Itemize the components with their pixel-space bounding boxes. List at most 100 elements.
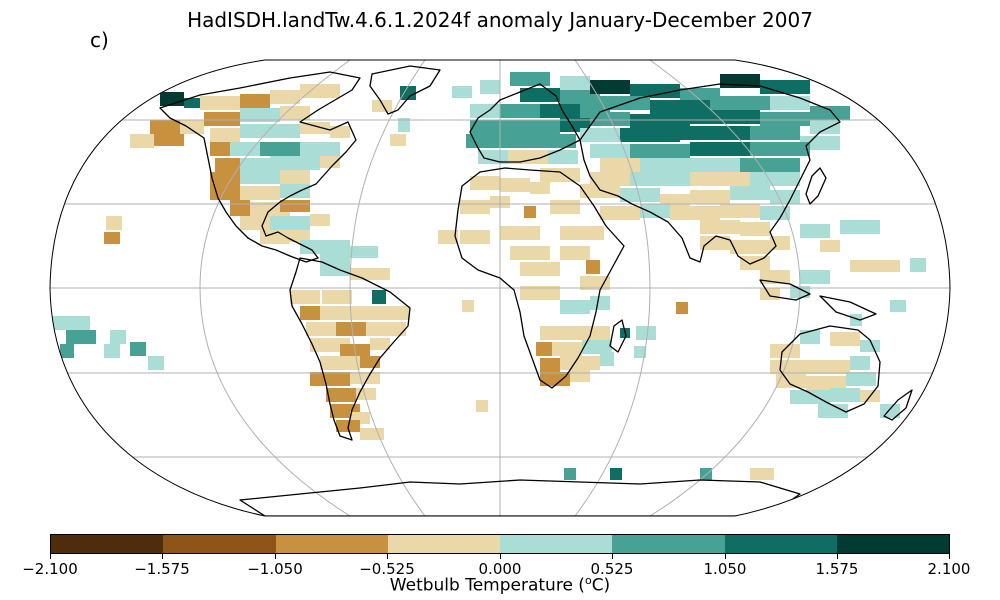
colorbar-tick xyxy=(50,554,51,559)
anomaly-grid-box xyxy=(910,258,926,272)
anomaly-grid-box xyxy=(552,342,582,356)
colorbar-tick xyxy=(500,554,501,559)
anomaly-grid-box xyxy=(630,114,690,128)
anomaly-grid-box xyxy=(330,126,350,138)
anomaly-grid-box xyxy=(586,260,600,274)
colorbar-tick xyxy=(949,554,950,559)
anomaly-grid-box xyxy=(560,226,590,240)
anomaly-grid-box xyxy=(620,128,680,142)
anomaly-grid-box xyxy=(700,220,740,234)
anomaly-grid-box xyxy=(580,326,610,340)
world-map xyxy=(49,59,951,517)
anomaly-grid-box xyxy=(476,400,488,412)
colorbar-tick xyxy=(612,554,613,559)
anomaly-grid-box xyxy=(500,178,530,192)
anomaly-grid-box xyxy=(104,344,120,358)
colorbar-bin-6 xyxy=(612,535,725,553)
colorbar-tick-label: 2.100 xyxy=(927,560,971,578)
anomaly-grid-box xyxy=(130,342,146,356)
anomaly-grid-box xyxy=(290,290,320,304)
anomaly-grid-box xyxy=(348,246,378,258)
anomaly-grid-box xyxy=(610,468,622,480)
anomaly-grid-box xyxy=(130,134,154,148)
anomaly-grid-box xyxy=(480,80,500,94)
anomaly-grid-box xyxy=(560,246,590,260)
anomaly-grid-box xyxy=(540,104,580,118)
anomaly-grid-box xyxy=(300,240,350,254)
anomaly-grid-box xyxy=(580,184,620,198)
anomaly-grid-box xyxy=(790,390,830,404)
anomaly-grid-box xyxy=(680,126,750,140)
globe-outline xyxy=(49,59,951,517)
anomaly-grid-box xyxy=(548,150,578,164)
anomaly-grid-box xyxy=(270,216,310,230)
colorbar-tick-label: −1.050 xyxy=(247,560,303,578)
anomaly-grid-box xyxy=(800,224,830,238)
anomaly-grid-box xyxy=(540,358,560,372)
anomaly-grid-box xyxy=(510,246,550,260)
colorbar-tick-label: 1.050 xyxy=(703,560,747,578)
anomaly-grid-box xyxy=(810,120,840,134)
colorbar-tick-label: −0.525 xyxy=(359,560,415,578)
anomaly-grid-box xyxy=(360,428,384,440)
anomaly-grid-box xyxy=(670,206,720,220)
anomaly-grid-box xyxy=(280,184,310,198)
anomaly-grid-box xyxy=(630,144,690,158)
anomaly-grid-box xyxy=(570,370,590,382)
anomaly-grid-box xyxy=(590,80,630,94)
anomaly-grid-box xyxy=(270,156,320,170)
colorbar-label: Wetbulb Temperature (oC) xyxy=(0,574,1000,596)
anomaly-grid-box xyxy=(110,330,126,344)
anomaly-grid-box xyxy=(290,230,310,242)
anomaly-grid-box xyxy=(300,306,320,320)
anomaly-grid-box xyxy=(310,372,350,386)
anomaly-grid-box xyxy=(350,372,380,384)
colorbar-tick xyxy=(837,554,838,559)
anomaly-grid-box xyxy=(800,330,820,344)
colorbar-bin-1 xyxy=(51,535,164,553)
anomaly-grid-box xyxy=(676,302,688,314)
anomaly-grid-box xyxy=(520,286,560,300)
colorbar-bin-5 xyxy=(500,535,613,553)
anomaly-grid-box xyxy=(300,84,340,98)
anomaly-grid-box xyxy=(524,206,536,218)
anomaly-grid-box xyxy=(320,156,340,168)
colorbar-bin-7 xyxy=(724,535,837,553)
anomaly-grid-box xyxy=(366,322,406,336)
anomaly-grid-box xyxy=(590,144,630,158)
anomaly-grid-box xyxy=(336,322,366,336)
anomaly-grid-box xyxy=(508,150,548,164)
colorbar-tick-label: 0.000 xyxy=(478,560,522,578)
anomaly-grid-box xyxy=(150,120,180,134)
panel-label: c) xyxy=(90,28,109,52)
anomaly-grid-box xyxy=(400,86,416,100)
anomaly-grid-box xyxy=(720,204,760,218)
anomaly-grid-box xyxy=(730,240,770,254)
anomaly-grid-box xyxy=(590,296,610,310)
anomaly-grid-box xyxy=(760,288,780,300)
anomaly-grid-box xyxy=(372,100,392,112)
anomaly-grid-box xyxy=(850,260,880,272)
colorbar-bin-4 xyxy=(387,535,500,553)
anomaly-grid-box xyxy=(740,158,800,172)
anomaly-grid-box xyxy=(830,388,860,402)
anomaly-grid-box xyxy=(690,172,750,186)
anomaly-grid-box xyxy=(210,142,230,156)
anomaly-grid-box xyxy=(66,330,96,344)
anomaly-grid-box xyxy=(370,338,390,350)
anomaly-grid-box xyxy=(240,186,280,200)
chart-title: HadISDH.landTw.4.6.1.2024f anomaly Janua… xyxy=(187,8,813,32)
colorbar-tick-label: 0.525 xyxy=(590,560,634,578)
anomaly-grid-box xyxy=(260,230,290,244)
colorbar-tick xyxy=(725,554,726,559)
anomaly-grid-box xyxy=(240,124,300,138)
colorbar-tick-label: −2.100 xyxy=(22,560,78,578)
anomaly-grid-box xyxy=(770,96,810,110)
anomaly-grid-box xyxy=(210,172,240,186)
anomaly-grid-box xyxy=(470,176,500,190)
anomaly-grid-box xyxy=(240,94,270,108)
anomaly-grid-boxes xyxy=(50,72,926,480)
anomaly-grid-box xyxy=(470,104,500,118)
anomaly-grid-box xyxy=(180,120,204,134)
anomaly-grid-box xyxy=(506,134,546,148)
